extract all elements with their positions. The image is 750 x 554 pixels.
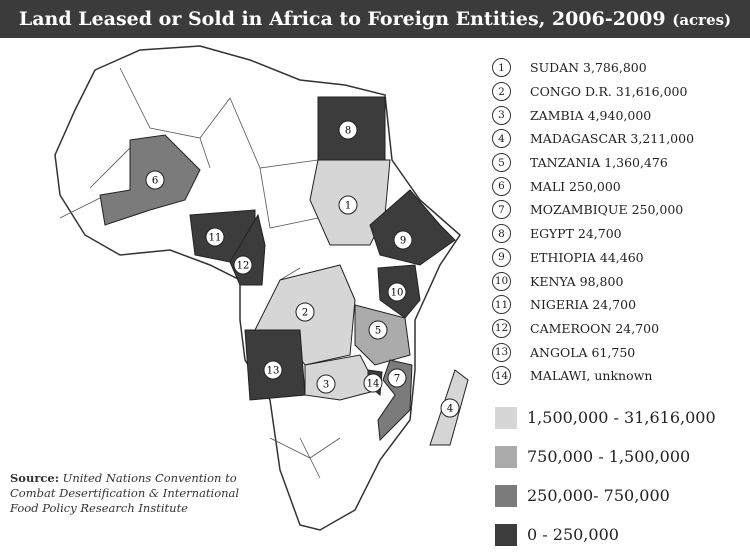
- list-item: 12 CAMEROON 24,700: [492, 317, 694, 341]
- source-label: Source:: [10, 471, 59, 485]
- marker-circle-kenya: [387, 282, 407, 302]
- marker-number-egypt: 8: [345, 126, 351, 137]
- list-label: ANGOLA 61,750: [530, 344, 636, 360]
- list-label: CAMEROON 24,700: [530, 320, 660, 336]
- legend-item: 1,500,000 - 31,616,000: [495, 398, 716, 437]
- legend-label: 750,000 - 1,500,000: [527, 447, 691, 466]
- country-list: 1 SUDAN 3,786,800 2 CONGO D.R. 31,616,000 3 Z…: [492, 56, 694, 388]
- marker-circle-madagascar: [440, 398, 460, 418]
- list-number: 1: [492, 58, 511, 78]
- marker-circle-sudan: [338, 195, 358, 215]
- marker-circle-mali: [145, 170, 165, 190]
- list-label: SUDAN 3,786,800: [530, 60, 647, 76]
- list-number: 9: [492, 247, 511, 267]
- list-item: 8 EGYPT 24,700: [492, 222, 694, 246]
- marker-circle-zambia: [316, 374, 336, 394]
- list-number: 14: [492, 366, 511, 386]
- list-label: TANZANIA 1,360,476: [530, 155, 668, 171]
- marker-number-ethiopia: 9: [400, 236, 406, 247]
- map-title: Land Leased or Sold in Africa to Foreign…: [18, 8, 666, 30]
- list-number: 7: [492, 200, 511, 220]
- legend: 1,500,000 - 31,616,000 750,000 - 1,500,00…: [495, 398, 716, 554]
- list-item: 11 NIGERIA 24,700: [492, 293, 694, 317]
- marker-number-cameroon: 12: [237, 261, 250, 272]
- marker-circle-malawi: [363, 373, 383, 393]
- list-label: ETHIOPIA 44,460: [530, 249, 644, 265]
- marker-number-angola: 13: [267, 366, 280, 377]
- marker-circle-nigeria: [205, 227, 225, 247]
- legend-label: 1,500,000 - 31,616,000: [527, 408, 716, 427]
- list-label: MADAGASCAR 3,211,000: [530, 131, 695, 147]
- marker-circle-ethiopia: [393, 230, 413, 250]
- legend-label: 0 - 250,000: [527, 525, 619, 544]
- source-note: Source: United Nations Convention to Com…: [10, 471, 240, 516]
- list-item: 14 MALAWI, unknown: [492, 364, 694, 388]
- list-item: 5 TANZANIA 1,360,476: [492, 151, 694, 175]
- list-number: 6: [492, 176, 511, 196]
- marker-circle-angola: [263, 360, 283, 380]
- list-number: 13: [492, 342, 511, 362]
- list-item: 9 ETHIOPIA 44,460: [492, 246, 694, 270]
- list-label: MALAWI, unknown: [530, 368, 653, 384]
- list-item: 10 KENYA 98,800: [492, 269, 694, 293]
- legend-swatch: [495, 445, 517, 468]
- list-number: 4: [492, 129, 511, 149]
- marker-number-malawi: 14: [367, 379, 380, 390]
- marker-circle-egypt: [338, 120, 358, 140]
- legend-item: 750,000 - 1,500,000: [495, 437, 716, 476]
- list-number: 5: [492, 153, 511, 173]
- title-unit: (acres): [672, 11, 732, 29]
- list-item: 7 MOZAMBIQUE 250,000: [492, 198, 694, 222]
- list-label: MOZAMBIQUE 250,000: [530, 202, 684, 218]
- legend-item: 0 - 250,000: [495, 515, 716, 554]
- list-label: NIGERIA 24,700: [530, 297, 637, 313]
- legend-label: 250,000- 750,000: [527, 486, 670, 505]
- list-label: CONGO D.R. 31,616,000: [530, 84, 688, 100]
- marker-number-kenya: 10: [391, 288, 404, 299]
- title-bar: Land Leased or Sold in Africa to Foreign…: [0, 0, 750, 38]
- legend-swatch: [495, 484, 517, 507]
- marker-circle-mozambique: [387, 368, 407, 388]
- marker-number-congo: 2: [302, 308, 308, 319]
- list-number: 11: [492, 295, 511, 315]
- list-label: EGYPT 24,700: [530, 226, 622, 242]
- marker-number-mali: 6: [152, 176, 158, 187]
- country-ethiopia: [369, 189, 456, 266]
- marker-circle-tanzania: [368, 320, 388, 340]
- marker-number-mozambique: 7: [394, 374, 400, 385]
- list-number: 8: [492, 224, 511, 244]
- list-label: ZAMBIA 4,940,000: [530, 107, 652, 123]
- marker-number-tanzania: 5: [375, 326, 381, 337]
- marker-number-zambia: 3: [323, 380, 329, 391]
- list-number: 10: [492, 271, 511, 291]
- country-borders: [59, 67, 341, 479]
- list-item: 6 MALI 250,000: [492, 174, 694, 198]
- marker-circle-cameroon: [233, 255, 253, 275]
- list-number: 12: [492, 318, 511, 338]
- marker-circle-congo: [295, 302, 315, 322]
- legend-swatch: [495, 406, 517, 429]
- list-label: KENYA 98,800: [530, 273, 624, 289]
- list-number: 3: [492, 105, 511, 125]
- marker-number-nigeria: 11: [209, 233, 222, 244]
- list-item: 13 ANGOLA 61,750: [492, 340, 694, 364]
- list-item: 3 ZAMBIA 4,940,000: [492, 103, 694, 127]
- marker-number-sudan: 1: [345, 201, 351, 212]
- legend-swatch: [495, 523, 517, 546]
- list-label: MALI 250,000: [530, 178, 621, 194]
- legend-item: 250,000- 750,000: [495, 476, 716, 515]
- list-number: 2: [492, 82, 511, 102]
- list-item: 1 SUDAN 3,786,800: [492, 56, 694, 80]
- marker-number-madagascar: 4: [447, 404, 453, 415]
- list-item: 2 CONGO D.R. 31,616,000: [492, 80, 694, 104]
- source-text: United Nations Convention to Combat Dese…: [10, 471, 240, 515]
- list-item: 4 MADAGASCAR 3,211,000: [492, 127, 694, 151]
